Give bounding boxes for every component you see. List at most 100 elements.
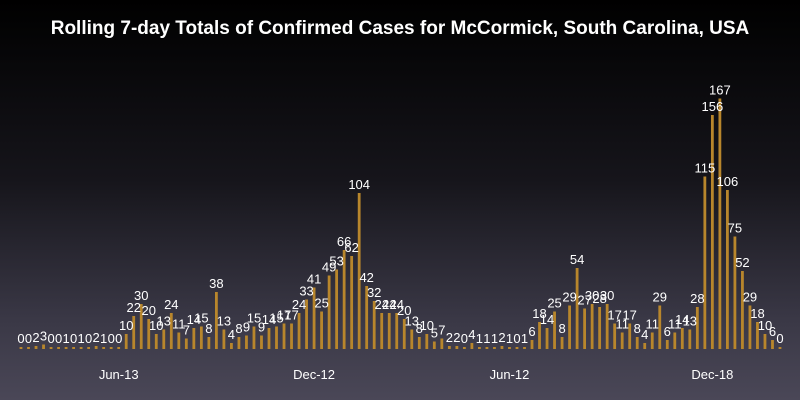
- data-label: 8: [205, 321, 212, 336]
- data-label: 32: [367, 285, 381, 300]
- bar: [560, 337, 564, 349]
- bar: [87, 347, 91, 349]
- bar: [402, 319, 406, 349]
- data-label: 15: [247, 311, 261, 326]
- data-label: 1: [62, 331, 69, 346]
- bar: [688, 329, 692, 349]
- bar: [568, 305, 571, 349]
- bar: [703, 176, 707, 349]
- bar: [94, 346, 98, 349]
- bar: [64, 347, 68, 349]
- bar: [478, 347, 481, 349]
- bar: [680, 328, 684, 349]
- bar: [252, 326, 256, 349]
- data-label: 156: [702, 99, 724, 114]
- data-label: 30: [585, 288, 599, 303]
- data-label: 17: [277, 308, 291, 323]
- bar: [538, 322, 541, 349]
- data-label: 15: [269, 311, 283, 326]
- data-label: 1: [78, 331, 85, 346]
- bar: [710, 115, 714, 349]
- data-label: 0: [108, 331, 115, 346]
- data-label: 6: [528, 324, 535, 339]
- bar: [275, 326, 278, 349]
- data-label: 115: [694, 161, 715, 176]
- data-label: 4: [468, 327, 475, 342]
- chart-title: Rolling 7-day Totals of Confirmed Cases …: [50, 18, 750, 39]
- data-label: 104: [348, 177, 370, 192]
- data-label: 25: [547, 296, 561, 311]
- data-label: 8: [558, 321, 565, 336]
- data-label: 0: [17, 331, 24, 346]
- data-label: 15: [194, 311, 208, 326]
- bar: [365, 286, 369, 349]
- x-tick-label: Jun-12: [490, 367, 530, 382]
- data-label: 49: [322, 260, 336, 275]
- bar: [515, 347, 519, 349]
- bar: [342, 250, 346, 349]
- bar: [741, 271, 744, 349]
- bar: [432, 341, 436, 349]
- bar: [598, 307, 602, 349]
- bar: [290, 323, 293, 349]
- data-label: 2: [446, 330, 453, 345]
- bar: [748, 305, 752, 349]
- bar: [154, 334, 158, 349]
- bar: [756, 322, 759, 349]
- data-label: 18: [532, 306, 546, 321]
- data-label: 6: [664, 324, 671, 339]
- bar: [230, 343, 233, 349]
- data-label: 4: [228, 327, 235, 342]
- bar: [583, 308, 587, 349]
- data-label: 11: [615, 317, 629, 332]
- bar: [320, 311, 323, 349]
- bar: [605, 304, 609, 349]
- data-label: 24: [382, 297, 396, 312]
- bar: [267, 328, 271, 349]
- data-label: 8: [416, 321, 423, 336]
- bar: [327, 275, 331, 349]
- data-label: 0: [70, 331, 77, 346]
- bar: [628, 323, 632, 349]
- bar: [643, 343, 647, 349]
- data-label: 0: [25, 331, 32, 346]
- data-label: 1: [483, 331, 490, 346]
- bar: [282, 323, 286, 349]
- data-label: 13: [217, 314, 231, 329]
- data-label: 30: [134, 288, 148, 303]
- bar: [109, 347, 113, 349]
- bar: [245, 335, 248, 349]
- bar: [387, 313, 391, 349]
- bar: [237, 337, 241, 349]
- bar: [335, 269, 339, 349]
- data-label: 9: [258, 320, 265, 335]
- data-label: 2: [498, 330, 505, 345]
- data-label: 53: [329, 254, 343, 269]
- bar: [508, 347, 511, 349]
- bar: [665, 340, 669, 349]
- data-label: 24: [164, 297, 178, 312]
- bar: [485, 347, 489, 349]
- data-label: 106: [717, 174, 739, 189]
- bar: [132, 316, 136, 349]
- data-label: 54: [570, 252, 584, 267]
- data-label: 6: [769, 324, 776, 339]
- bar: [470, 343, 474, 349]
- bar: [462, 347, 466, 349]
- bar: [575, 268, 579, 349]
- bar: [440, 338, 444, 349]
- bar: [530, 340, 534, 349]
- bar: [27, 347, 30, 349]
- bar: [650, 332, 654, 349]
- data-label: 11: [646, 317, 660, 332]
- data-label: 33: [299, 284, 313, 299]
- bar: [19, 347, 23, 349]
- bar: [207, 337, 211, 349]
- data-label: 24: [390, 297, 404, 312]
- bar: [184, 338, 188, 349]
- bar: [42, 344, 45, 349]
- bar: [312, 287, 316, 349]
- data-label: 30: [600, 288, 614, 303]
- bar: [500, 346, 504, 349]
